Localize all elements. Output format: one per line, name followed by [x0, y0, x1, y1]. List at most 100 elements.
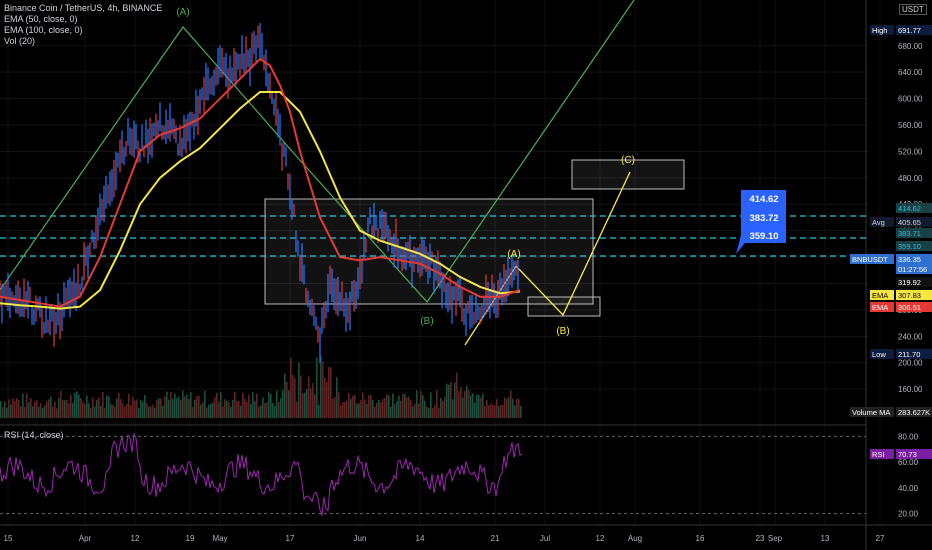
volume-bar: [364, 399, 366, 418]
volume-bar: [372, 399, 374, 418]
currency-badge: USDT: [899, 4, 927, 15]
volume-bar: [24, 407, 26, 418]
level-label-value: 359.10: [898, 242, 921, 251]
ema50-label-value: 306.51: [898, 303, 921, 312]
green-wave-a: (A): [176, 7, 189, 18]
yellow-wave-a: (A): [507, 249, 520, 260]
volume-bar: [34, 401, 36, 418]
volume-bar: [336, 377, 338, 418]
volume-bar: [306, 389, 308, 418]
volume-bar: [350, 398, 352, 418]
volume-bar: [114, 406, 116, 418]
volume-bar: [134, 400, 136, 418]
rsi-value-label-box: [896, 449, 932, 459]
volume-bar: [506, 398, 508, 418]
volume-bar: [82, 402, 84, 418]
volume-bar: [274, 405, 276, 418]
volume-bar: [290, 357, 292, 418]
low-label-title: Low: [872, 350, 886, 359]
volume-bar: [412, 406, 414, 418]
avg-label-value: 405.65: [898, 218, 921, 227]
target-value: 359.10: [749, 231, 778, 242]
volume-bar: [496, 399, 498, 418]
volume-bars: [0, 356, 522, 418]
volume-bar: [518, 399, 520, 418]
volume-bar: [110, 403, 112, 418]
volume-bar: [72, 403, 74, 418]
avg-label-title: Avg: [872, 218, 885, 227]
time-tick-label: 21: [491, 534, 500, 543]
price-tick-label: 560.00: [898, 121, 923, 130]
volume-bar: [358, 403, 360, 418]
volume-bar: [446, 383, 448, 418]
volume-bar: [344, 402, 346, 418]
volume-bar: [68, 403, 70, 418]
volume-bar: [334, 396, 336, 418]
ema50-label-box: [896, 302, 932, 312]
volume-bar: [0, 401, 2, 418]
rsi-value-label-tag: [870, 449, 894, 459]
volume-bar: [126, 403, 128, 418]
volume-bar: [460, 386, 462, 418]
volume-bar: [470, 395, 472, 418]
volume-bar: [28, 402, 30, 418]
countdown-label-value: 01:27:56: [898, 265, 927, 274]
volume-bar: [472, 393, 474, 418]
volume-bar: [402, 393, 404, 418]
volume-bar: [500, 404, 502, 418]
price-labels: High 691.77 Avg 405.65 414.62 383.71 359.10 BNB…: [850, 25, 932, 459]
volume-bar: [360, 400, 362, 418]
volume-bar: [252, 392, 254, 418]
target-callout: [736, 190, 786, 254]
volume-bar: [230, 406, 232, 418]
volume-bar: [186, 394, 188, 418]
volume-bar: [54, 401, 56, 418]
volume-bar: [406, 397, 408, 418]
volume-bar: [184, 396, 186, 418]
target-box-c: [571, 159, 685, 190]
high-label-box: [896, 25, 932, 35]
ema50-legend: EMA (50, close, 0): [4, 14, 78, 24]
volume-bar: [178, 396, 180, 418]
volume-bar: [452, 399, 454, 418]
time-tick-label: Aug: [628, 534, 642, 543]
volume-bar: [226, 400, 228, 418]
volume-bar: [432, 407, 434, 418]
volume-bar: [188, 398, 190, 418]
last-price-label-value: 336.35: [898, 255, 921, 264]
volume-bar: [254, 401, 256, 418]
volume-bar: [384, 398, 386, 418]
volume-bar: [118, 392, 120, 418]
time-tick-label: Jul: [540, 534, 550, 543]
volume-bar: [332, 398, 334, 418]
volume-bar: [12, 398, 14, 418]
volume-bar: [132, 396, 134, 418]
volume-bar: [94, 406, 96, 418]
time-tick-label: 15: [4, 534, 13, 543]
volume-bar: [84, 404, 86, 418]
rsi-legend: RSI (14, close): [4, 430, 64, 440]
volume-bar: [144, 395, 146, 418]
volume-bar: [448, 384, 450, 418]
volume-bar: [260, 405, 262, 418]
time-tick-label: 27: [876, 534, 885, 543]
volume-bar: [466, 385, 468, 418]
level-label-value: 319.92: [898, 278, 921, 287]
volume-bar: [342, 402, 344, 418]
volume-ma-label-title: Volume MA: [852, 408, 890, 417]
ema-lines: [0, 57, 521, 310]
volume-bar: [316, 357, 318, 418]
volume-bar: [96, 399, 98, 418]
volume-bar: [174, 393, 176, 418]
volume-bar: [224, 399, 226, 418]
volume-bar: [66, 399, 68, 418]
volume-bar: [172, 399, 174, 418]
high-label-title: High: [872, 26, 887, 35]
volume-bar: [208, 404, 210, 418]
time-tick-label: 14: [416, 534, 425, 543]
volume-bar: [284, 373, 286, 418]
volume-bar: [40, 403, 42, 418]
volume-bar: [14, 400, 16, 418]
volume-bar: [480, 397, 482, 418]
